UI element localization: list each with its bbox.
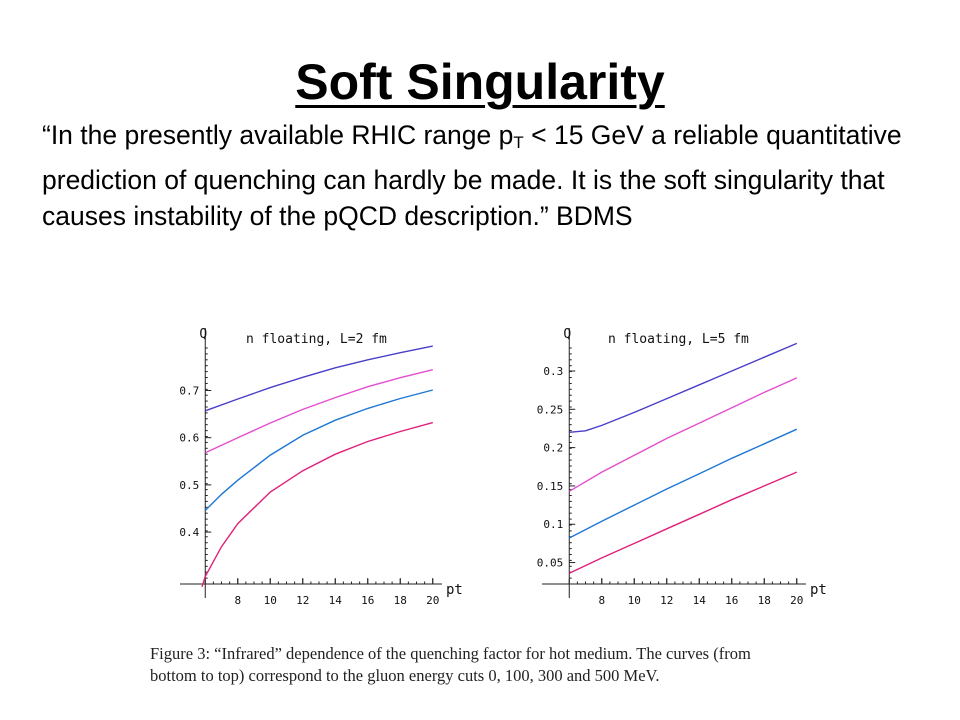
series-line	[204, 389, 433, 511]
slide-title: Soft Singularity	[295, 53, 665, 110]
x-axis-label: pt	[810, 582, 827, 598]
y-tick-label: 0.4	[179, 526, 199, 539]
x-tick-label: 14	[693, 594, 707, 607]
y-tick-label: 0.3	[543, 365, 563, 378]
series-line	[205, 369, 433, 454]
quote-text-start: “In the presently available RHIC range p	[42, 120, 514, 150]
y-tick-label: 0.25	[537, 403, 564, 416]
plot-l2fm-svg: 8 10 12 14 16 18 20 0.4 0.5 0.6 0.7 Qpt n floating, …	[179, 327, 463, 607]
y-tick-label: 0.1	[543, 518, 563, 531]
x-tick-label: 10	[628, 594, 641, 607]
series-line	[201, 421, 433, 588]
quote-subscript: T	[513, 133, 524, 152]
y-tick-label: 0.15	[537, 480, 564, 493]
figure-caption: Figure 3: “Infrared” dependence of the q…	[150, 644, 751, 685]
y-axis-label: Q	[199, 327, 207, 342]
y-axis-label: Q	[563, 327, 571, 342]
x-tick-label: 16	[361, 594, 374, 607]
chart-title: n floating, L=5 fm	[608, 332, 749, 347]
y-tick-label: 0.2	[543, 442, 563, 455]
x-tick-label: 16	[725, 594, 738, 607]
x-tick-label: 8	[598, 594, 605, 607]
y-tick-label: 0.7	[179, 384, 199, 397]
x-tick-label: 12	[660, 594, 673, 607]
x-axis-label: pt	[446, 582, 463, 598]
y-tick-label: 0.05	[537, 557, 564, 570]
plot-l5fm-svg: 8 10 12 14 16 18 20 0.05 0.1 0.15 0.2 0.25 0.3 Qpt n f…	[537, 327, 827, 607]
x-tick-label: 14	[329, 594, 343, 607]
x-tick-label: 18	[394, 594, 407, 607]
x-tick-label: 20	[790, 594, 803, 607]
x-tick-label: 20	[426, 594, 439, 607]
x-tick-label: 18	[758, 594, 771, 607]
x-tick-label: 8	[234, 594, 241, 607]
x-tick-label: 12	[296, 594, 309, 607]
bdms-quote: “In the presently available RHIC range p…	[42, 117, 932, 235]
series-line	[568, 377, 798, 492]
series-line	[569, 342, 798, 433]
series-line	[569, 471, 798, 574]
y-tick-label: 0.5	[179, 479, 199, 492]
x-tick-label: 10	[264, 594, 277, 607]
quote-text-end: < 15 GeV a reliable quantitative predict…	[42, 120, 902, 231]
chart-title: n floating, L=2 fm	[246, 332, 387, 347]
y-tick-label: 0.6	[179, 432, 199, 445]
series-line	[568, 428, 798, 539]
series-line	[205, 345, 433, 412]
